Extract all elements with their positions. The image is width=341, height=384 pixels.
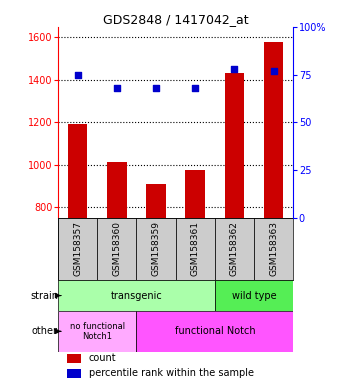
Bar bbox=[225, 73, 244, 217]
Bar bbox=[68, 354, 81, 363]
Text: GSM158359: GSM158359 bbox=[151, 221, 161, 276]
Text: no functional
Notch1: no functional Notch1 bbox=[70, 322, 125, 341]
Text: transgenic: transgenic bbox=[110, 291, 162, 301]
Bar bbox=[107, 162, 127, 217]
Text: strain: strain bbox=[30, 291, 58, 301]
Bar bbox=[186, 170, 205, 217]
Bar bbox=[136, 311, 293, 352]
Bar bbox=[68, 124, 87, 217]
Text: GSM158361: GSM158361 bbox=[191, 221, 200, 276]
Bar bbox=[136, 217, 176, 280]
Text: wild type: wild type bbox=[232, 291, 276, 301]
Text: other: other bbox=[32, 326, 58, 336]
Bar bbox=[254, 217, 293, 280]
Title: GDS2848 / 1417042_at: GDS2848 / 1417042_at bbox=[103, 13, 249, 26]
Bar bbox=[176, 217, 215, 280]
Bar bbox=[215, 280, 293, 311]
Bar bbox=[68, 369, 81, 378]
Bar bbox=[58, 217, 97, 280]
Text: GSM158362: GSM158362 bbox=[230, 221, 239, 276]
Bar bbox=[264, 42, 283, 217]
Bar bbox=[146, 184, 166, 217]
Text: percentile rank within the sample: percentile rank within the sample bbox=[89, 368, 254, 378]
Text: GSM158363: GSM158363 bbox=[269, 221, 278, 276]
Text: GSM158360: GSM158360 bbox=[112, 221, 121, 276]
Point bbox=[192, 85, 198, 91]
Bar bbox=[58, 280, 215, 311]
Point bbox=[75, 71, 80, 78]
Point bbox=[271, 68, 276, 74]
Bar bbox=[97, 217, 136, 280]
Bar bbox=[215, 217, 254, 280]
Point bbox=[153, 85, 159, 91]
Text: functional Notch: functional Notch bbox=[175, 326, 255, 336]
Text: GSM158357: GSM158357 bbox=[73, 221, 82, 276]
Bar bbox=[58, 311, 136, 352]
Point bbox=[114, 85, 119, 91]
Point bbox=[232, 66, 237, 72]
Text: count: count bbox=[89, 353, 116, 363]
